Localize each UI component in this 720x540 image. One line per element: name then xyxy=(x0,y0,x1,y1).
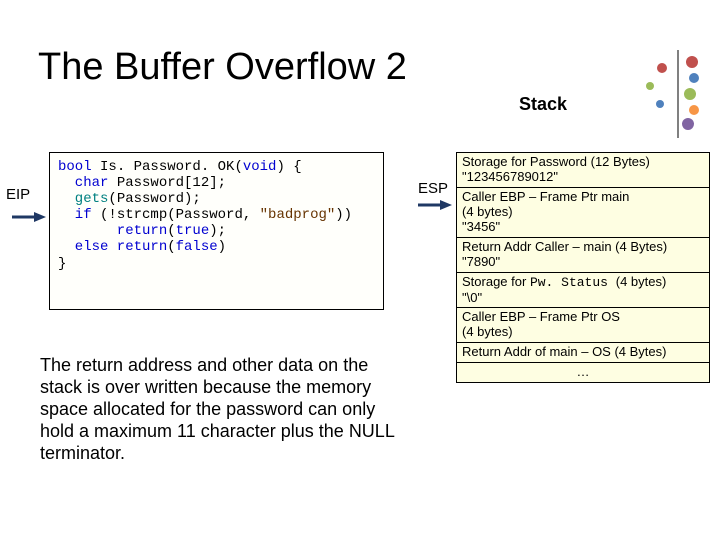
decorative-dots xyxy=(638,50,710,138)
stack-cell: Return Addr of main – OS (4 Bytes) xyxy=(457,343,710,363)
stack-cell: … xyxy=(457,363,710,383)
stack-cell: Return Addr Caller – main (4 Bytes) "789… xyxy=(457,237,710,272)
stack-cell: Caller EBP – Frame Ptr main (4 bytes) "3… xyxy=(457,187,710,237)
stack-cell: Caller EBP – Frame Ptr OS (4 bytes) xyxy=(457,308,710,343)
esp-label: ESP xyxy=(418,180,448,197)
code-listing: bool Is. Password. OK(void) { char Passw… xyxy=(49,152,384,310)
stack-cell: Storage for Pw. Status (4 bytes) "\0" xyxy=(457,272,710,308)
stack-diagram: Storage for Password (12 Bytes) "1234567… xyxy=(456,152,710,383)
stack-heading: Stack xyxy=(519,94,567,115)
explanation-text: The return address and other data on the… xyxy=(40,355,400,465)
slide-title: The Buffer Overflow 2 xyxy=(38,46,407,89)
eip-arrow-icon xyxy=(12,210,46,224)
esp-arrow-icon xyxy=(418,198,452,212)
eip-label: EIP xyxy=(6,186,30,203)
stack-cell: Storage for Password (12 Bytes) "1234567… xyxy=(457,153,710,188)
